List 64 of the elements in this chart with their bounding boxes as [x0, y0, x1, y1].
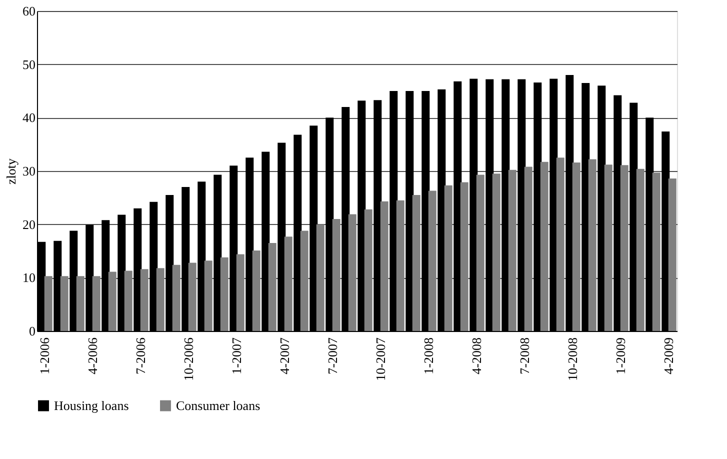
x-tick-label: 7-2006 [133, 337, 148, 374]
bar [172, 264, 180, 331]
bar [92, 276, 100, 331]
x-tick-label: 7-2007 [325, 337, 340, 374]
x-tick-label: 1-2008 [421, 338, 436, 374]
bar [380, 201, 388, 331]
bar [284, 236, 292, 331]
bar [540, 162, 548, 331]
bar [348, 214, 356, 331]
x-tick-label: 1-2009 [613, 338, 628, 374]
bar [188, 262, 196, 331]
x-tick-label: 7-2008 [517, 338, 532, 374]
legend-label: Housing loans [54, 398, 129, 413]
bar [396, 200, 404, 331]
legend-label: Consumer loans [176, 398, 260, 413]
bar [588, 159, 596, 331]
bar [476, 174, 484, 331]
bar [620, 165, 628, 331]
bar [44, 276, 52, 331]
y-tick-label: 0 [29, 324, 36, 338]
bar [668, 178, 676, 331]
x-tick-label: 4-2007 [277, 337, 292, 374]
y-tick-label: 40 [22, 110, 36, 126]
bar [428, 190, 436, 331]
x-tick-label: 4-2008 [469, 338, 484, 374]
bar [220, 257, 228, 331]
y-tick-label: 30 [22, 164, 36, 178]
x-tick-label: 4-2009 [661, 338, 676, 374]
bar [60, 276, 68, 331]
bar [108, 272, 116, 331]
bar [652, 172, 660, 331]
bar [636, 168, 644, 331]
bar [236, 254, 244, 331]
y-tick-label: 10 [22, 270, 36, 286]
bar [364, 209, 372, 331]
x-tick-label: 1-2007 [229, 337, 244, 374]
bar [268, 243, 276, 331]
bar [316, 224, 324, 331]
bar [508, 170, 516, 331]
x-tick-label: 10-2006 [181, 337, 196, 381]
bar [140, 269, 148, 331]
bar [124, 270, 132, 331]
bar [492, 174, 500, 331]
y-tick-label: 50 [22, 56, 36, 72]
bar [572, 162, 580, 331]
bar [252, 250, 260, 331]
x-tick-label: 10-2007 [373, 337, 388, 381]
x-tick-label: 1-2006 [37, 337, 52, 374]
y-tick-label: 20 [22, 216, 36, 232]
bar [332, 219, 340, 331]
bar [156, 268, 164, 331]
y-tick-label: 60 [22, 4, 36, 18]
bar [556, 158, 564, 331]
x-tick-label: 4-2006 [85, 337, 100, 374]
bar [412, 195, 420, 331]
bar [524, 166, 532, 331]
bar [460, 182, 468, 331]
x-tick-label: 10-2008 [565, 338, 580, 381]
bar [204, 260, 212, 331]
bar [604, 164, 612, 331]
bar [76, 276, 84, 331]
y-axis-title: zloty [4, 158, 18, 184]
bar [444, 185, 452, 331]
bar [300, 230, 308, 331]
